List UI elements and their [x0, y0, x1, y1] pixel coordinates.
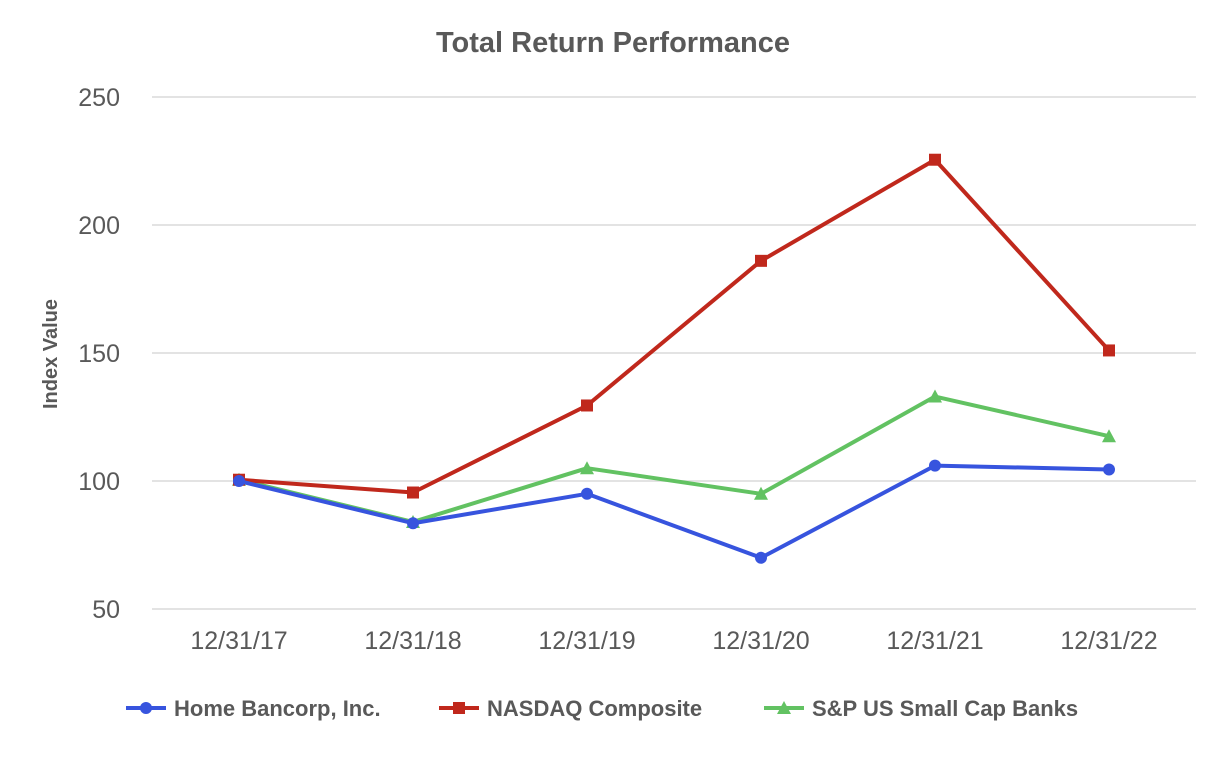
legend-item-s-p-us-small-cap-banks: S&P US Small Cap Banks	[764, 696, 1078, 721]
legend-item-nasdaq-composite: NASDAQ Composite	[439, 696, 702, 721]
data-point	[407, 517, 419, 530]
data-point	[929, 459, 941, 472]
data-point	[928, 389, 942, 403]
x-tick-label: 12/31/19	[538, 627, 635, 655]
series-line	[237, 157, 1111, 495]
x-tick-label: 12/31/21	[886, 627, 983, 655]
data-point	[755, 254, 767, 267]
data-point	[1102, 429, 1116, 443]
legend-marker	[453, 702, 465, 714]
series-line	[237, 394, 1111, 524]
y-axis-ticks: 50 100 150 200 250	[78, 84, 120, 624]
legend-item-home-bancorp-inc: Home Bancorp, Inc.	[126, 696, 381, 721]
y-tick-label: 200	[78, 212, 120, 240]
y-tick-label: 150	[78, 340, 120, 368]
y-tick-label: 100	[78, 468, 120, 496]
x-tick-label: 12/31/22	[1060, 627, 1157, 655]
data-point	[1103, 344, 1115, 357]
x-tick-label: 12/31/18	[364, 627, 461, 655]
data-point	[580, 461, 594, 475]
data-point	[581, 399, 593, 412]
series-lines	[232, 153, 1116, 564]
legend-label: S&P US Small Cap Banks	[812, 696, 1078, 721]
series-line	[237, 463, 1111, 560]
data-point	[929, 153, 941, 166]
legend-marker	[777, 701, 791, 714]
x-axis-ticks: 12/31/17 12/31/18 12/31/19 12/31/20 12/31/21…	[190, 627, 1157, 655]
data-point	[754, 486, 768, 500]
y-axis-label: Index Value	[40, 299, 62, 409]
series-s-p-us-small-cap-banks	[232, 389, 1116, 528]
series-nasdaq-composite	[233, 153, 1115, 499]
legend: Home Bancorp, Inc. NASDAQ Composite S&P US…	[126, 696, 1078, 721]
legend-marker	[140, 702, 152, 714]
chart-title: Total Return Performance	[436, 27, 790, 59]
data-point	[1103, 463, 1115, 476]
x-tick-label: 12/31/17	[190, 627, 287, 655]
series-home-bancorp-inc	[233, 459, 1115, 564]
data-point	[755, 551, 767, 564]
x-tick-label: 12/31/20	[712, 627, 809, 655]
gridlines	[152, 96, 1196, 610]
legend-label: Home Bancorp, Inc.	[174, 696, 381, 721]
data-point	[407, 486, 419, 499]
legend-label: NASDAQ Composite	[487, 696, 702, 721]
y-tick-label: 50	[92, 596, 120, 624]
data-point	[581, 487, 593, 500]
data-point	[233, 475, 245, 487]
y-tick-label: 250	[78, 84, 120, 112]
